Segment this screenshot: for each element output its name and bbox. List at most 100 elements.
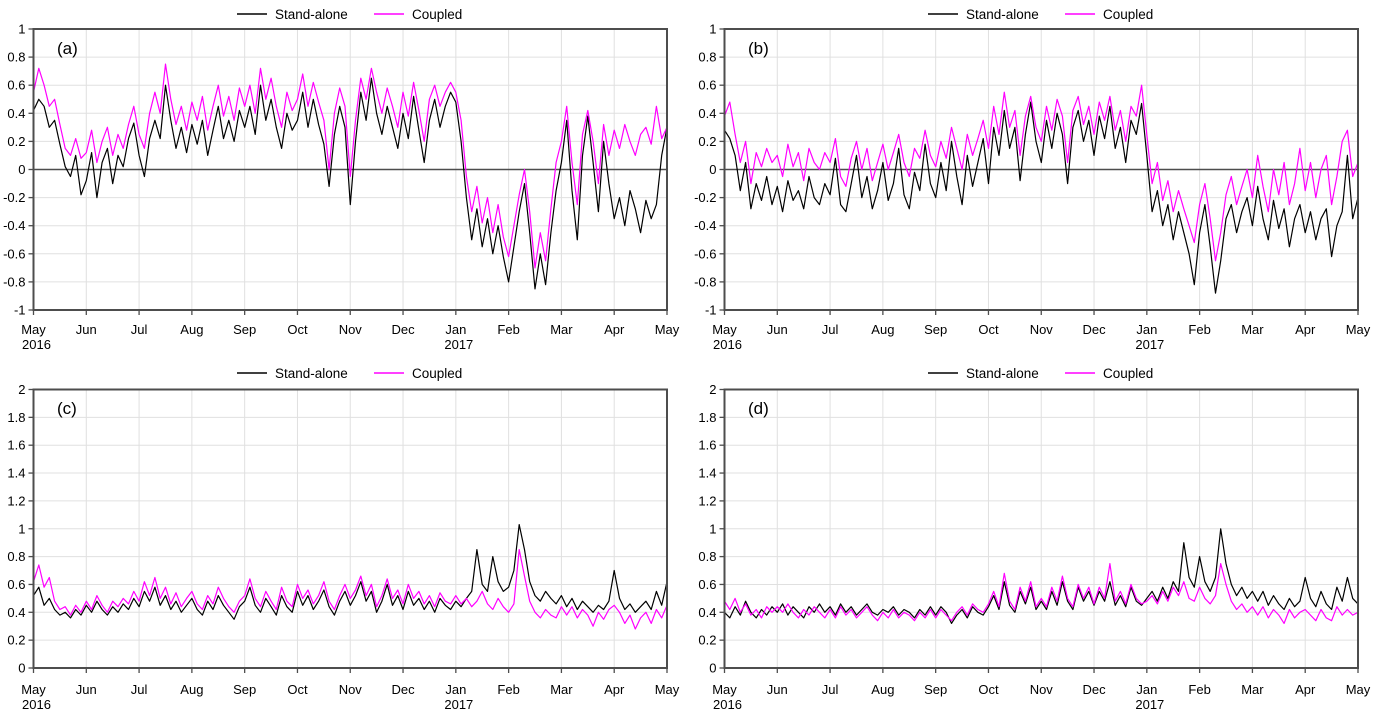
- x-axis-tick-label: May: [712, 682, 737, 697]
- x-axis-tick-label: Apr: [604, 682, 625, 697]
- x-axis-tick-label: Apr: [1295, 322, 1316, 337]
- x-axis-tick-label: Dec: [391, 682, 415, 697]
- x-axis-tick-label: Aug: [180, 682, 203, 697]
- x-axis-year-label: 2016: [713, 697, 742, 712]
- x-axis-tick-label: May: [21, 322, 46, 337]
- y-axis-tick-label: 0: [709, 162, 716, 177]
- series-line-coupled: [723, 84, 1359, 262]
- x-axis-tick-label: Jan: [1136, 682, 1157, 697]
- grid: [33, 389, 667, 668]
- x-axis-tick-label: Aug: [871, 682, 894, 697]
- x-axis-tick-label: Jul: [131, 682, 148, 697]
- series-line-stand-alone: [32, 524, 668, 620]
- y-axis-tick-label: 0.2: [7, 134, 25, 149]
- y-axis-tick-label: 1.2: [7, 493, 25, 508]
- legend-label-stand-alone: Stand-alone: [275, 366, 348, 381]
- series-line-coupled: [723, 563, 1359, 624]
- y-axis-tick-label: 0: [18, 162, 25, 177]
- x-axis-tick-label: Jun: [767, 322, 788, 337]
- legend: Stand-alone Coupled: [237, 7, 462, 22]
- x-axis-tick-label: Jan: [1136, 322, 1157, 337]
- x-axis-year-label: 2017: [1135, 697, 1164, 712]
- x-axis-year-label: 2017: [1135, 337, 1164, 352]
- x-axis-tick-label: Oct: [978, 322, 999, 337]
- y-axis-tick-label: 0: [709, 661, 716, 676]
- y-axis-tick-label: 0.6: [7, 577, 25, 592]
- x-axis-tick-label: Mar: [550, 682, 573, 697]
- x-axis-tick-label: Apr: [1295, 682, 1316, 697]
- x-axis-year-label: 2016: [22, 337, 51, 352]
- y-axis-tick-label: 0.8: [7, 50, 25, 65]
- legend-label-coupled: Coupled: [412, 366, 462, 381]
- panel-letter: (a): [57, 39, 78, 58]
- x-axis-tick-label: Oct: [978, 682, 999, 697]
- legend: Stand-alone Coupled: [237, 366, 462, 381]
- y-axis-tick-label: 0: [18, 661, 25, 676]
- series-line-coupled: [32, 63, 668, 269]
- x-axis-tick-label: Sep: [233, 322, 256, 337]
- legend-label-stand-alone: Stand-alone: [275, 7, 348, 22]
- x-axis-tick-label: Aug: [180, 322, 203, 337]
- y-axis-tick-label: 0.2: [698, 633, 716, 648]
- x-axis-tick-label: Sep: [924, 682, 947, 697]
- legend-label-coupled: Coupled: [1103, 366, 1153, 381]
- x-axis-tick-label: Jun: [76, 322, 97, 337]
- x-axis-year-label: 2017: [444, 337, 473, 352]
- grid: [33, 29, 667, 310]
- x-axis-tick-label: Jul: [131, 322, 148, 337]
- x-axis-tick-label: Jul: [822, 322, 839, 337]
- y-axis-tick-label: 0.2: [698, 134, 716, 149]
- x-axis-tick-label: Feb: [497, 322, 519, 337]
- legend-label-coupled: Coupled: [1103, 7, 1153, 22]
- x-axis-tick-label: Sep: [924, 322, 947, 337]
- x-axis-tick-label: Feb: [1188, 322, 1210, 337]
- x-axis-tick-label: May: [655, 322, 680, 337]
- y-axis-tick-label: -1: [705, 303, 717, 318]
- x-axis-tick-label: Mar: [1241, 322, 1264, 337]
- y-axis-tick-label: -0.6: [694, 246, 716, 261]
- x-axis-tick-label: Dec: [391, 322, 415, 337]
- series-line-coupled: [32, 549, 668, 630]
- y-axis-tick-label: 2: [709, 382, 716, 397]
- legend-label-stand-alone: Stand-alone: [966, 366, 1039, 381]
- y-axis-tick-label: 0.8: [698, 50, 716, 65]
- x-axis-tick-label: Apr: [604, 322, 625, 337]
- y-axis-tick-label: 1.2: [698, 493, 716, 508]
- y-axis-tick-label: 0.6: [698, 78, 716, 93]
- grid: [724, 389, 1358, 668]
- y-axis-tick-label: -0.8: [694, 274, 716, 289]
- legend-label-coupled: Coupled: [412, 7, 462, 22]
- y-axis-tick-label: 2: [18, 382, 25, 397]
- x-axis-tick-label: Dec: [1082, 682, 1106, 697]
- x-axis-tick-label: Jan: [445, 682, 466, 697]
- y-axis-tick-label: 0.8: [698, 549, 716, 564]
- y-axis-tick-label: -1: [14, 303, 26, 318]
- x-axis-tick-label: May: [712, 322, 737, 337]
- x-axis-tick-label: Nov: [1030, 682, 1054, 697]
- y-axis-tick-label: 0.4: [698, 605, 716, 620]
- x-axis-year-label: 2017: [444, 697, 473, 712]
- x-axis-tick-label: May: [655, 682, 680, 697]
- y-axis-tick-label: -0.2: [694, 190, 716, 205]
- x-axis-tick-label: Nov: [339, 322, 363, 337]
- legend-label-stand-alone: Stand-alone: [966, 7, 1039, 22]
- y-axis-tick-label: -0.4: [3, 218, 25, 233]
- y-axis-tick-label: 0.6: [7, 78, 25, 93]
- series-line-stand-alone: [32, 77, 668, 290]
- x-axis-tick-label: Mar: [1241, 682, 1264, 697]
- y-axis-tick-label: 0.4: [7, 605, 25, 620]
- x-axis-tick-label: May: [21, 682, 46, 697]
- x-axis-tick-label: Oct: [287, 322, 308, 337]
- x-axis-tick-label: May: [1346, 682, 1371, 697]
- x-axis-year-label: 2016: [22, 697, 51, 712]
- x-axis-tick-label: Feb: [497, 682, 519, 697]
- y-axis-tick-label: 1.4: [7, 466, 25, 481]
- y-axis-tick-label: 1.4: [698, 466, 716, 481]
- x-axis-tick-label: Jul: [822, 682, 839, 697]
- y-axis-tick-label: 0.4: [698, 106, 716, 121]
- y-axis-tick-label: -0.8: [3, 274, 25, 289]
- y-axis-tick-label: -0.6: [3, 246, 25, 261]
- legend: Stand-alone Coupled: [928, 366, 1153, 381]
